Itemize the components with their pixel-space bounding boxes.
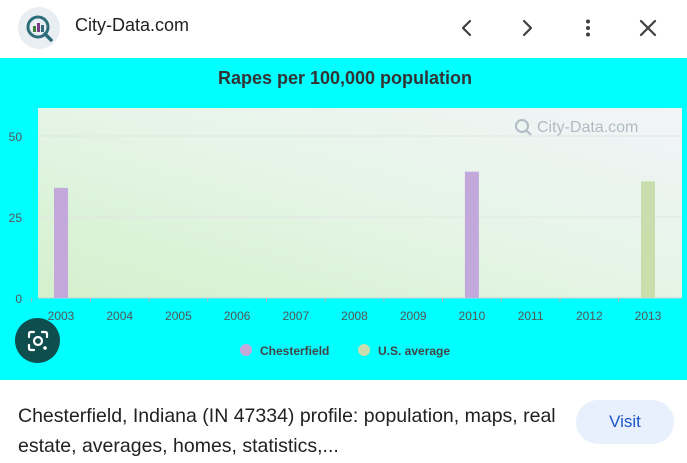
legend-marker bbox=[240, 344, 252, 356]
google-lens-button[interactable] bbox=[15, 318, 60, 363]
x-tick-label: 2013 bbox=[635, 309, 662, 323]
x-tick-label: 2011 bbox=[518, 309, 544, 323]
bar bbox=[641, 181, 655, 298]
x-tick-label: 2010 bbox=[459, 309, 486, 323]
y-tick-label: 0 bbox=[15, 292, 22, 306]
chevron-right-icon bbox=[522, 19, 533, 37]
plot-area bbox=[38, 108, 682, 298]
watermark-logo-icon bbox=[515, 119, 532, 136]
bar bbox=[54, 187, 68, 298]
chart-image[interactable]: Rapes per 100,000 population City-Data.c… bbox=[0, 58, 687, 380]
close-button[interactable] bbox=[631, 11, 665, 45]
x-tick-label: 2009 bbox=[400, 309, 427, 323]
city-data-logo-icon bbox=[18, 7, 60, 49]
x-tick-label: 2008 bbox=[341, 309, 368, 323]
y-tick-label: 25 bbox=[9, 211, 23, 225]
chevron-left-icon bbox=[461, 19, 472, 37]
bar bbox=[464, 171, 479, 298]
bar-chart: Rapes per 100,000 population City-Data.c… bbox=[9, 68, 682, 358]
x-tick-label: 2006 bbox=[224, 309, 251, 323]
forward-button[interactable] bbox=[510, 11, 544, 45]
more-options-button[interactable] bbox=[571, 11, 605, 45]
back-button[interactable] bbox=[450, 11, 484, 45]
top-bar: City-Data.com bbox=[0, 0, 687, 58]
result-caption[interactable]: Chesterfield, Indiana (IN 47334) profile… bbox=[18, 405, 556, 457]
visit-button[interactable]: Visit bbox=[576, 400, 674, 444]
x-tick-label: 2007 bbox=[282, 309, 309, 323]
close-icon bbox=[639, 19, 657, 37]
x-tick-label: 2003 bbox=[48, 309, 75, 323]
y-tick-label: 50 bbox=[9, 130, 23, 144]
watermark-text: City-Data.com bbox=[537, 119, 638, 136]
x-tick-label: 2004 bbox=[106, 309, 133, 323]
watermark: City-Data.com bbox=[515, 119, 638, 136]
google-lens-icon bbox=[27, 330, 48, 351]
chart-title: Rapes per 100,000 population bbox=[218, 68, 472, 88]
more-vert-icon bbox=[586, 19, 590, 37]
legend-label: Chesterfield bbox=[260, 344, 329, 358]
legend-label: U.S. average bbox=[378, 344, 450, 358]
legend-marker bbox=[358, 344, 370, 356]
x-tick-label: 2005 bbox=[165, 309, 192, 323]
site-name[interactable]: City-Data.com bbox=[75, 15, 190, 35]
x-tick-label: 2012 bbox=[576, 309, 603, 323]
